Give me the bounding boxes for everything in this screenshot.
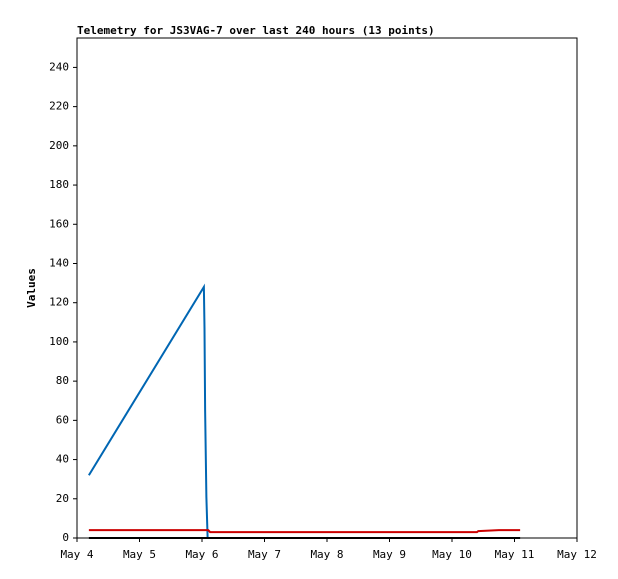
data-line [88, 283, 209, 539]
x-tick-label: May 10 [432, 548, 472, 561]
x-tick-label: May 4 [60, 548, 93, 561]
y-tick-label: 100 [49, 335, 69, 348]
x-tick-label: May 7 [248, 548, 281, 561]
y-tick-label: 240 [49, 60, 69, 73]
y-tick-label: 80 [56, 374, 69, 387]
y-tick-label: 180 [49, 178, 69, 191]
y-tick-label: 60 [56, 413, 69, 426]
y-tick-label: 200 [49, 139, 69, 152]
y-axis-label: Values [25, 268, 38, 308]
y-tick-label: 0 [62, 531, 69, 544]
x-tick-label: May 11 [495, 548, 535, 561]
data-line [88, 529, 521, 534]
y-tick-label: 140 [49, 256, 69, 269]
plot-frame [76, 37, 578, 539]
y-tick-label: 40 [56, 453, 69, 466]
x-tick-label: May 12 [557, 548, 597, 561]
y-tick-label: 220 [49, 100, 69, 113]
y-tick-label: 20 [56, 492, 69, 505]
x-tick-label: May 6 [185, 548, 218, 561]
x-tick-label: May 8 [310, 548, 343, 561]
y-tick-label: 120 [49, 296, 69, 309]
x-tick-label: May 9 [373, 548, 406, 561]
chart-title: Telemetry for JS3VAG-7 over last 240 hou… [77, 24, 435, 37]
y-tick-label: 160 [49, 217, 69, 230]
x-tick-label: May 5 [123, 548, 156, 561]
